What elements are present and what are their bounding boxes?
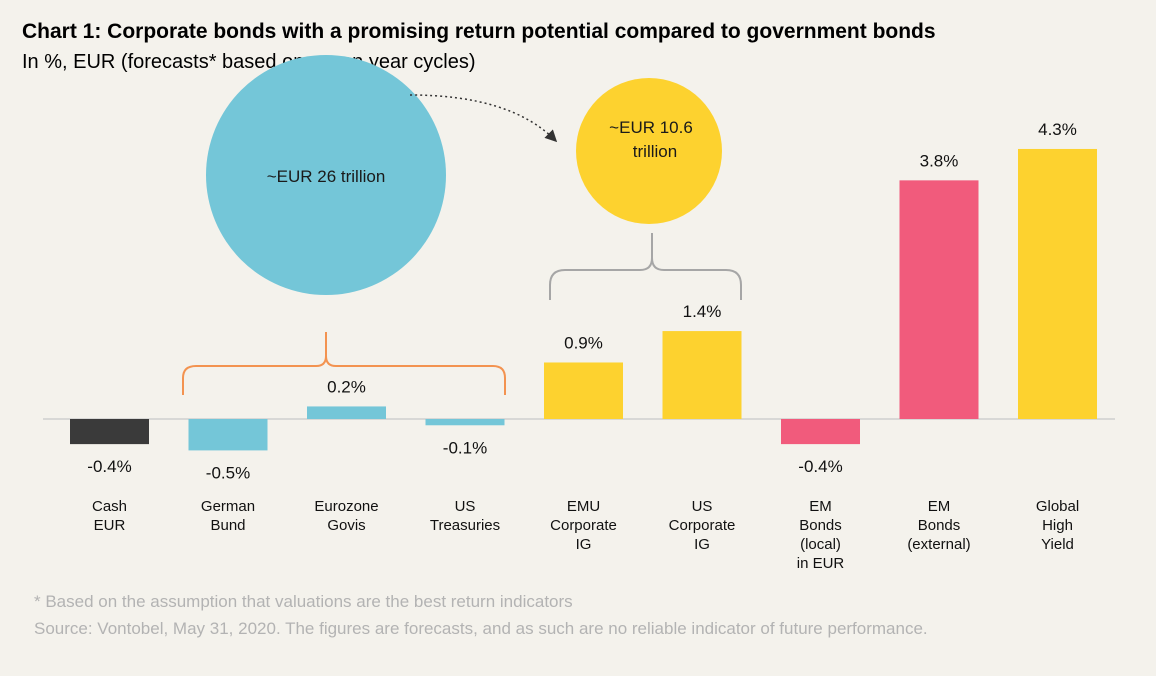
category-label-5-2: IG (694, 536, 710, 553)
category-label-3-1: Treasuries (430, 517, 500, 534)
category-label-6-0: EM (809, 498, 832, 515)
bar-6 (781, 419, 860, 445)
chart-title: Chart 1: Corporate bonds with a promisin… (22, 20, 936, 43)
category-label-5-1: Corporate (669, 517, 736, 534)
bar-7 (899, 180, 979, 419)
value-label-6: -0.4% (798, 457, 842, 476)
source-note: Source: Vontobel, May 31, 2020. The figu… (34, 619, 928, 638)
value-label-4: 0.9% (564, 333, 603, 352)
category-label-2-0: Eurozone (314, 498, 378, 515)
category-label-8-1: High (1042, 517, 1073, 534)
category-label-4-2: IG (576, 536, 592, 553)
chart-subtitle: In %, EUR (forecasts* based on seven yea… (22, 51, 476, 73)
value-label-7: 3.8% (920, 151, 959, 170)
bar-5 (662, 331, 742, 419)
category-label-4-0: EMU (567, 498, 600, 515)
category-label-8-0: Global (1036, 498, 1079, 515)
category-label-6-2: (local) (800, 536, 841, 553)
govt-bubble-label: ~EUR 26 trillion (267, 167, 386, 186)
value-label-0: -0.4% (87, 457, 131, 476)
category-label-6-1: Bonds (799, 517, 842, 534)
category-label-0-0: Cash (92, 498, 127, 515)
value-label-3: -0.1% (443, 438, 487, 457)
value-label-2: 0.2% (327, 377, 366, 396)
category-label-3-0: US (455, 498, 476, 515)
value-label-8: 4.3% (1038, 120, 1077, 139)
dotted-arrow (409, 94, 558, 143)
corp-bubble-label-line2: trillion (633, 142, 677, 161)
corp-bubble-label-line1: ~EUR 10.6 (609, 118, 693, 137)
category-label-4-1: Corporate (550, 517, 617, 534)
category-label-5-0: US (692, 498, 713, 515)
category-label-2-1: Govis (327, 517, 365, 534)
category-label-7-0: EM (928, 498, 951, 515)
govt-bonds-bubble (206, 55, 446, 295)
govt-bonds-bracket (182, 332, 506, 395)
category-label-7-2: (external) (907, 536, 970, 553)
value-label-1: -0.5% (206, 463, 250, 482)
bar-4 (544, 362, 623, 419)
bar-8 (1018, 148, 1097, 419)
corp-bonds-bracket (549, 233, 742, 300)
category-label-0-1: EUR (94, 517, 126, 534)
category-label-1-1: Bund (210, 517, 245, 534)
value-label-5: 1.4% (683, 302, 722, 321)
bar-0 (70, 419, 149, 445)
category-label-6-3: in EUR (797, 555, 845, 572)
footnote: * Based on the assumption that valuation… (34, 592, 573, 611)
category-label-8-2: Yield (1041, 536, 1074, 553)
corp-bonds-bubble (576, 78, 722, 224)
bar-2 (307, 406, 386, 419)
bar-3 (425, 419, 505, 426)
bars-group: -0.4% Cash EUR -0.5% German Bund 0.2% Eurozone G… (43, 120, 1115, 572)
bar-1 (188, 419, 268, 451)
category-label-1-0: German (201, 498, 255, 515)
category-label-7-1: Bonds (918, 517, 961, 534)
